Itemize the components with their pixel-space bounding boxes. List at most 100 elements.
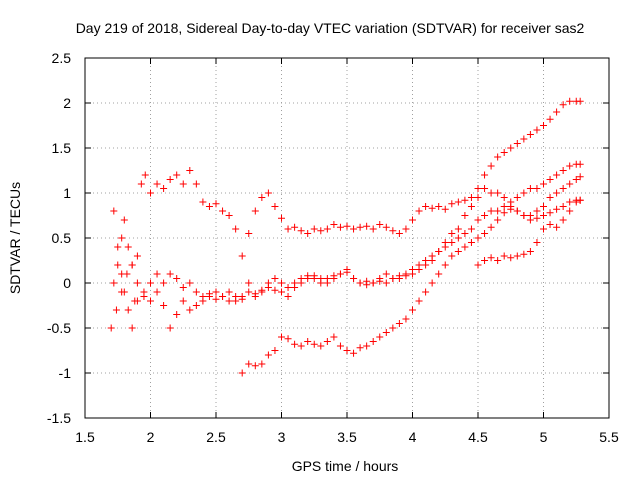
track-c-point [110, 279, 118, 287]
track-a-point [160, 185, 168, 192]
track-c-point [330, 275, 338, 282]
track-c-point [173, 311, 181, 318]
track-c-point [238, 293, 246, 300]
track-d-point [278, 333, 285, 341]
track-b-point [118, 288, 126, 296]
track-b-point [461, 212, 469, 219]
plot-frame [84, 57, 610, 419]
track-b-point [533, 207, 541, 215]
x-tick-label: 3.5 [337, 429, 357, 445]
track-b-point [133, 279, 141, 287]
track-b-point [173, 275, 181, 282]
track-c-point [402, 270, 410, 278]
track-c-point [258, 286, 266, 294]
track-c-point [124, 243, 132, 251]
track-e-point [520, 250, 528, 258]
track-b-point [576, 173, 584, 181]
track-a-point [317, 227, 325, 235]
track-d-point [559, 203, 567, 210]
track-c-point [467, 225, 475, 233]
track-a-point [291, 223, 299, 231]
track-a-point [343, 222, 351, 230]
track-a-point [533, 126, 541, 134]
track-d-point [336, 342, 344, 350]
track-d-point [454, 248, 462, 255]
track-a-point [245, 230, 253, 237]
track-a-point [264, 189, 272, 197]
track-d-point [500, 209, 508, 217]
track-d-point [323, 338, 331, 345]
track-a-point [173, 171, 181, 179]
track-a-point [382, 223, 390, 231]
track-d-point [546, 209, 554, 217]
x-tick-label: 3 [278, 429, 286, 445]
y-tick-label: 1.5 [52, 140, 72, 156]
track-a-point [219, 207, 227, 215]
track-a-point [133, 252, 141, 260]
track-c-point [422, 257, 430, 264]
track-c-point [395, 272, 403, 280]
track-b-point [192, 288, 200, 296]
track-b-point [112, 306, 120, 314]
track-c-point [304, 275, 312, 282]
track-b-point [494, 189, 502, 197]
track-b-point [179, 284, 187, 291]
track-a-point [278, 214, 285, 222]
track-b-point [212, 295, 220, 303]
track-e-point [513, 252, 521, 260]
track-d-point [422, 288, 430, 296]
track-a-point [559, 101, 567, 109]
track-a-point [137, 180, 145, 188]
track-b-point [546, 194, 554, 201]
track-a-point [520, 135, 528, 143]
track-c-point [559, 167, 567, 174]
track-a-point [553, 108, 561, 116]
track-c-point [382, 270, 390, 278]
track-a-point [147, 189, 154, 197]
track-a-point [128, 324, 136, 332]
track-a-point [166, 176, 174, 183]
track-a-point [513, 140, 521, 147]
track-c-point [160, 302, 168, 309]
track-c-point [225, 297, 233, 305]
track-d-point [389, 324, 397, 332]
track-a-point [192, 180, 200, 188]
y-tick-label: -0.5 [47, 320, 71, 336]
track-c-point [513, 194, 521, 201]
y-tick-label: -1 [59, 365, 72, 381]
track-b-point [147, 297, 154, 305]
track-c-point [133, 297, 141, 305]
track-c-point [409, 266, 416, 273]
track-a-point [179, 180, 187, 188]
track-a-point [350, 225, 358, 233]
track-d-point [435, 270, 443, 278]
track-c-point [533, 185, 541, 192]
track-d-point [382, 329, 390, 336]
track-d-point [251, 362, 259, 370]
x-tick-label: 2 [147, 429, 155, 445]
track-c-point [166, 324, 174, 332]
track-c-point [566, 162, 574, 170]
track-a-point [205, 203, 213, 210]
track-d-point [363, 342, 371, 350]
track-b-point [225, 288, 233, 296]
track-a-point [376, 221, 384, 228]
track-d-point [474, 234, 482, 242]
track-a-point [546, 115, 554, 123]
track-a-point [500, 149, 508, 156]
track-a-point [474, 185, 482, 192]
track-c-point [199, 297, 207, 305]
track-e-point [540, 225, 547, 233]
track-b-point [153, 270, 161, 278]
track-d-point [395, 320, 403, 327]
track-d-point [304, 338, 312, 345]
track-e-point [559, 216, 567, 224]
track-b-point [284, 284, 292, 291]
track-c-point [219, 293, 227, 300]
track-c-point [526, 185, 534, 192]
track-b-point [271, 275, 279, 282]
track-c-point [232, 297, 240, 305]
track-a-point [389, 227, 397, 235]
track-d-point [343, 347, 351, 354]
track-e-point [487, 254, 495, 262]
